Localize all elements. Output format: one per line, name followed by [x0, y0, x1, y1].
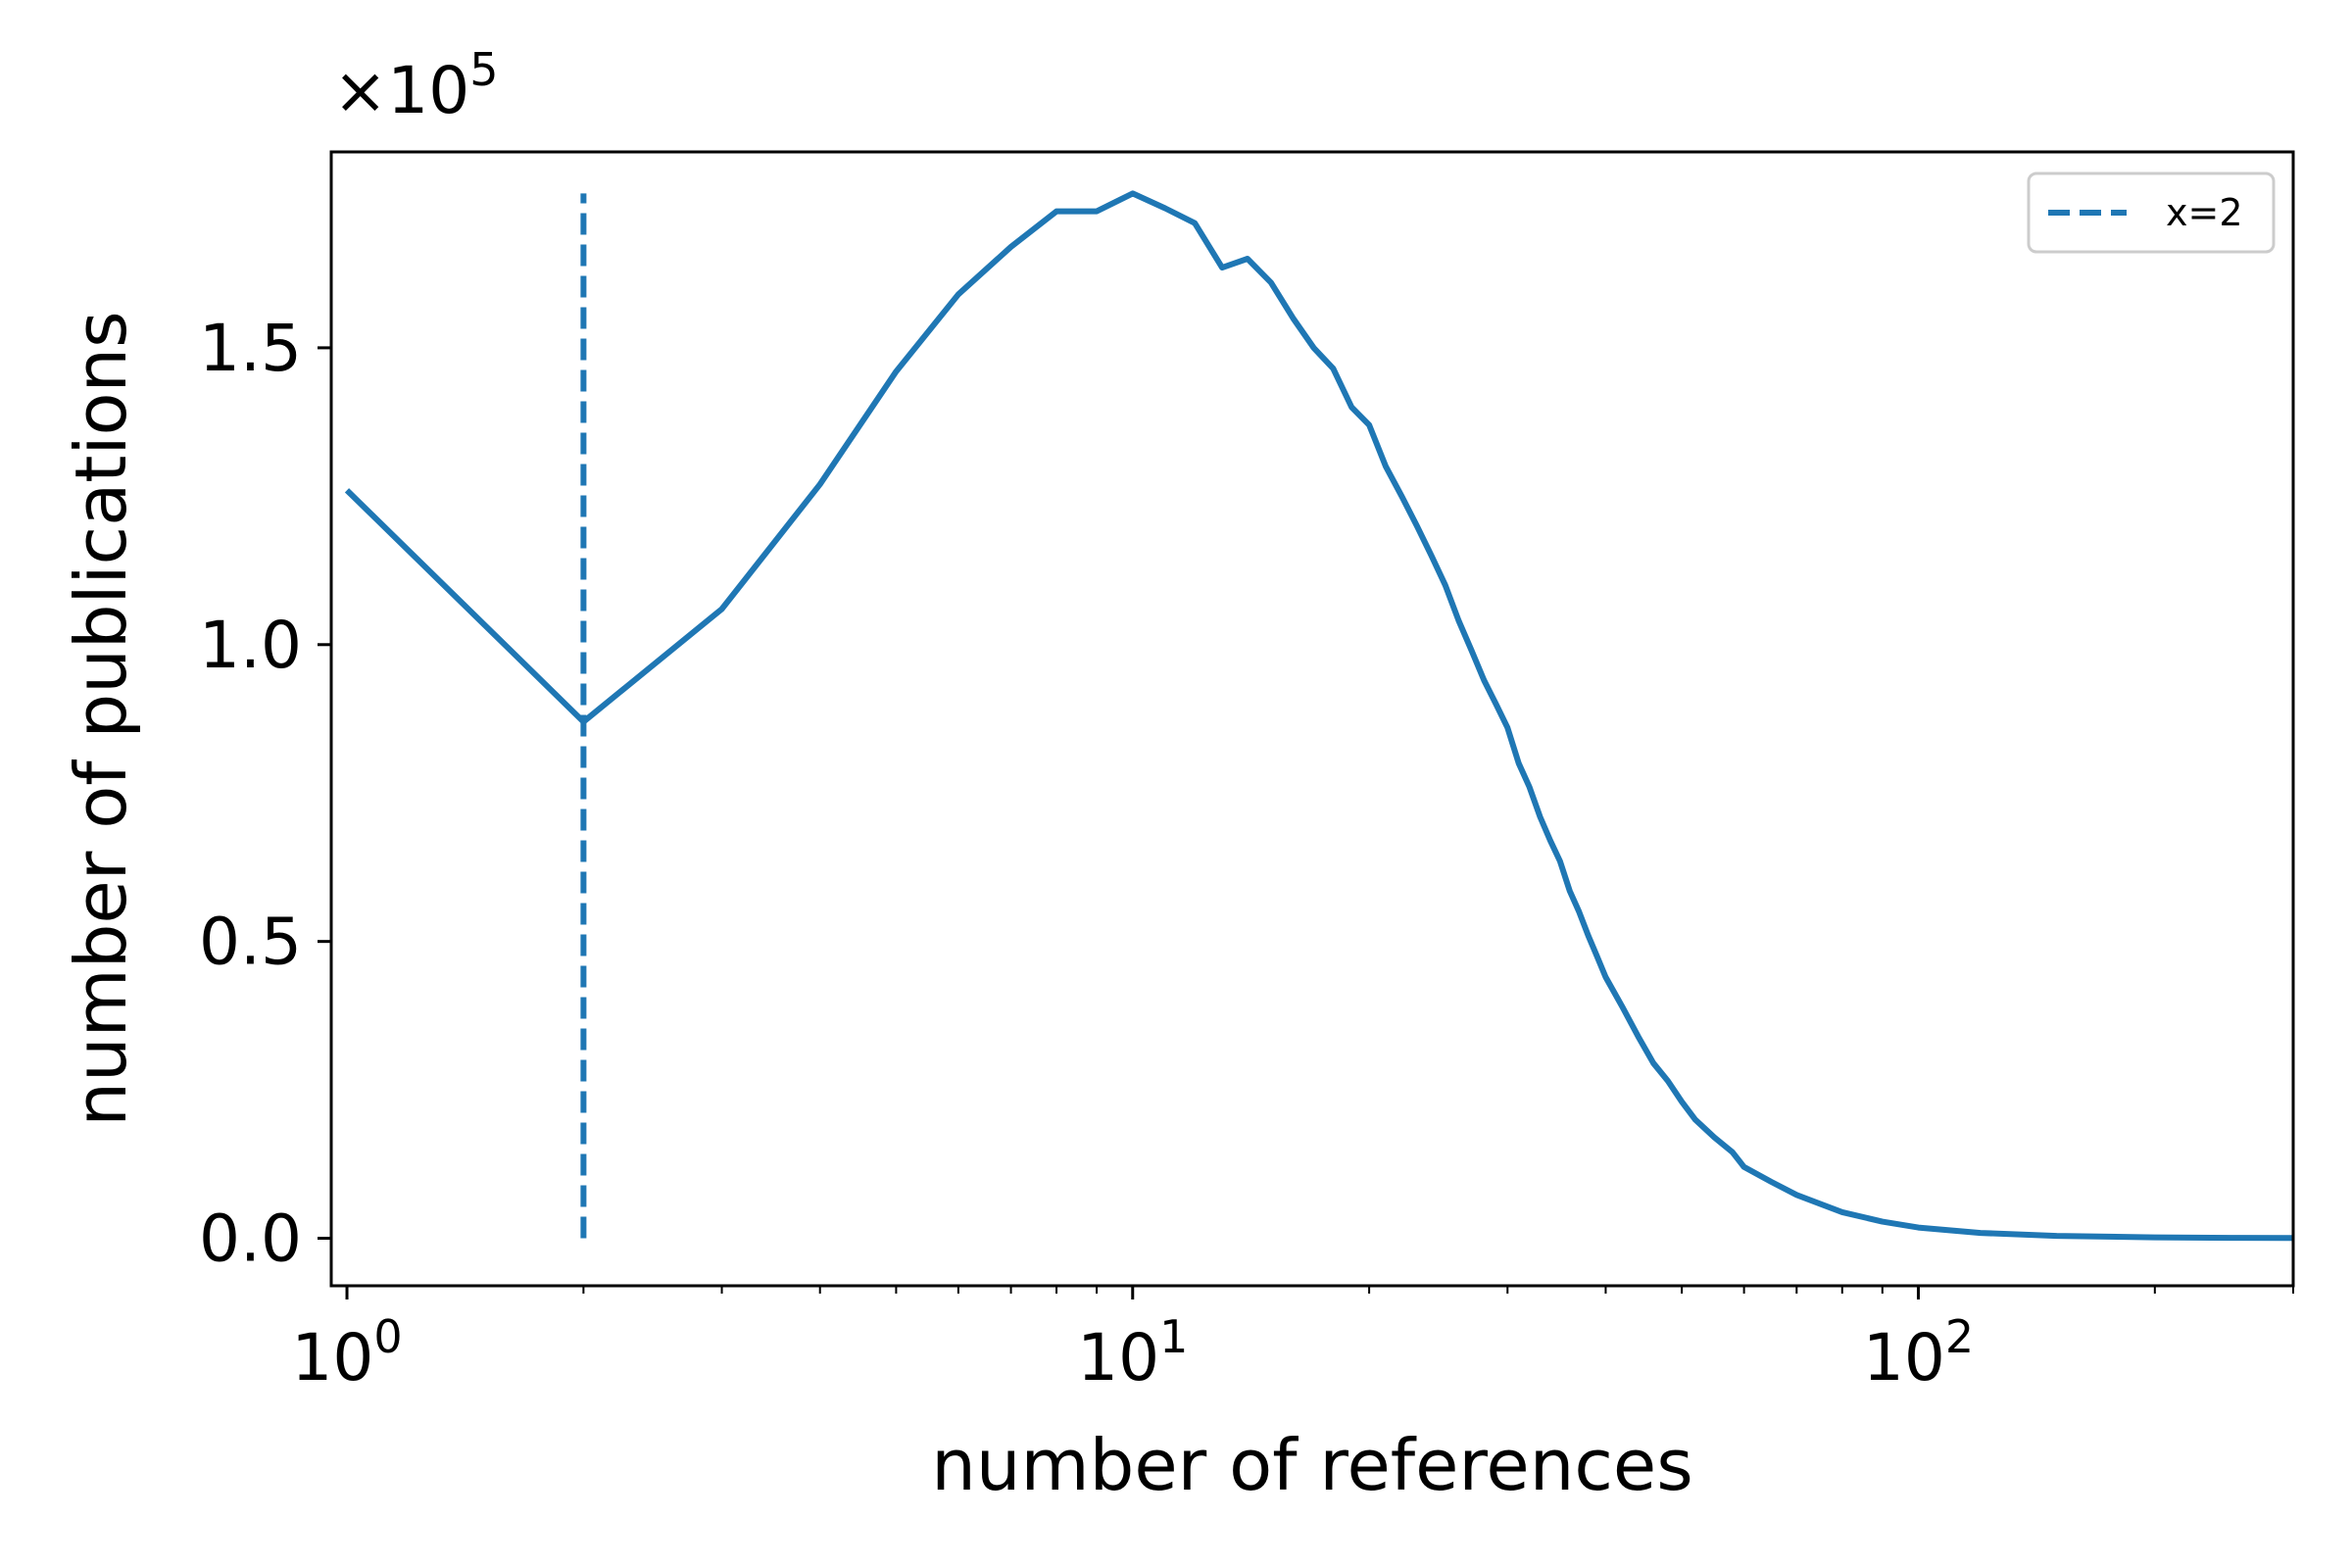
x-tick-label: 100 [291, 1310, 402, 1396]
y-tick-label: 0.0 [199, 1201, 302, 1277]
legend-box [2027, 172, 2276, 254]
y-axis-label: number of publications [60, 311, 142, 1126]
labels-layer: 100 101 102 0.0 0.5 1.0 1.5 number of reference… [60, 43, 1974, 1506]
x-axis-label: number of references [931, 1424, 1692, 1506]
legend-label: x=2 [2166, 191, 2243, 234]
y-tick-label: 1.5 [199, 311, 302, 386]
plot-frame [329, 150, 2295, 1288]
y-tick-label: 1.0 [199, 608, 302, 683]
legend: x=2 [2027, 172, 2276, 254]
y-multiplier-label: ×105 [333, 43, 499, 128]
y-tick-label: 0.5 [199, 905, 302, 980]
marks-layer [344, 190, 2294, 1242]
x-tick-label: 102 [1863, 1310, 1974, 1396]
series-line-publications [344, 190, 2294, 1242]
x-tick-label: 101 [1077, 1310, 1188, 1396]
